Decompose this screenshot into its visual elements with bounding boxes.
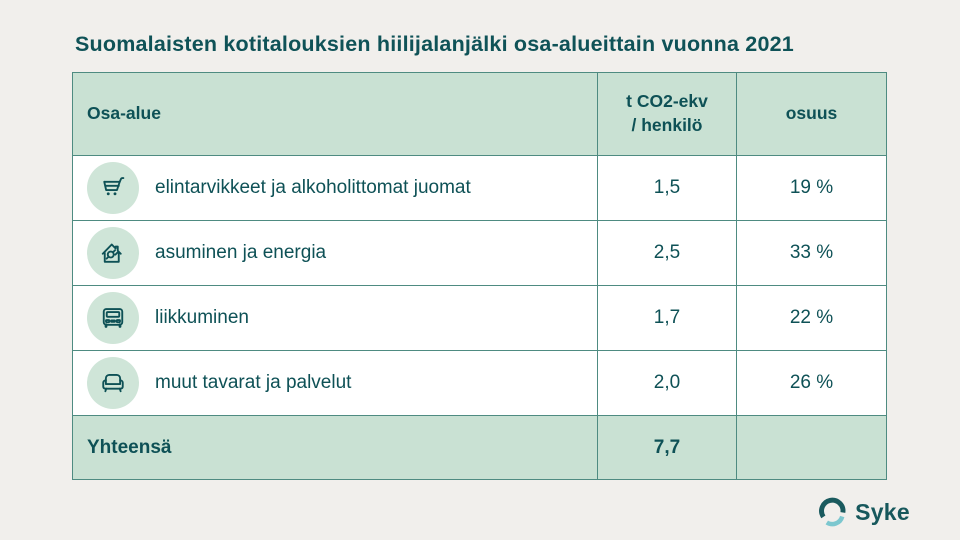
- column-header-value: t CO2-ekv / henkilö: [597, 73, 736, 155]
- column-header-share: osuus: [736, 73, 886, 155]
- row-label: asuminen ja energia: [155, 242, 327, 263]
- row-housing-cell: asuminen ja energia: [73, 221, 597, 285]
- shopping-cart-icon: [87, 162, 139, 214]
- bus-icon: [87, 292, 139, 344]
- page-title: Suomalaisten kotitalouksien hiilijalanjä…: [75, 32, 794, 56]
- armchair-icon: [87, 357, 139, 409]
- row-value: 2,5: [597, 221, 736, 285]
- row-value: 1,7: [597, 286, 736, 350]
- table-row: asuminen ja energia 2,5 33 %: [73, 220, 886, 285]
- row-mobility-cell: liikkuminen: [73, 286, 597, 350]
- row-share: 26 %: [736, 351, 886, 415]
- row-share: 19 %: [736, 156, 886, 220]
- table-row: liikkuminen 1,7 22 %: [73, 285, 886, 350]
- column-header-value-line2: / henkilö: [631, 115, 703, 135]
- row-value: 2,0: [597, 351, 736, 415]
- row-value: 1,5: [597, 156, 736, 220]
- total-value: 7,7: [597, 416, 736, 479]
- table-header-row: Osa-alue t CO2-ekv / henkilö osuus: [73, 73, 886, 155]
- column-header-area: Osa-alue: [87, 103, 161, 124]
- column-header-value-line1: t CO2-ekv: [626, 91, 708, 112]
- syke-logo-text: Syke: [855, 498, 910, 525]
- row-label: liikkuminen: [155, 307, 249, 328]
- row-food-cell: elintarvikkeet ja alkoholittomat juomat: [73, 156, 597, 220]
- house-energy-icon: [87, 227, 139, 279]
- carbon-footprint-table: Osa-alue t CO2-ekv / henkilö osuus: [72, 72, 887, 480]
- total-share: [736, 416, 886, 479]
- row-share: 22 %: [736, 286, 886, 350]
- table-row: muut tavarat ja palvelut 2,0 26 %: [73, 350, 886, 415]
- row-label: muut tavarat ja palvelut: [155, 372, 352, 393]
- table-row: elintarvikkeet ja alkoholittomat juomat …: [73, 155, 886, 220]
- table-total-row: Yhteensä 7,7: [73, 415, 886, 479]
- syke-logo-icon: [818, 497, 848, 527]
- total-label: Yhteensä: [87, 436, 172, 458]
- row-goods-cell: muut tavarat ja palvelut: [73, 351, 597, 415]
- row-share: 33 %: [736, 221, 886, 285]
- row-label: elintarvikkeet ja alkoholittomat juomat: [155, 177, 471, 198]
- syke-logo: Syke: [818, 497, 910, 527]
